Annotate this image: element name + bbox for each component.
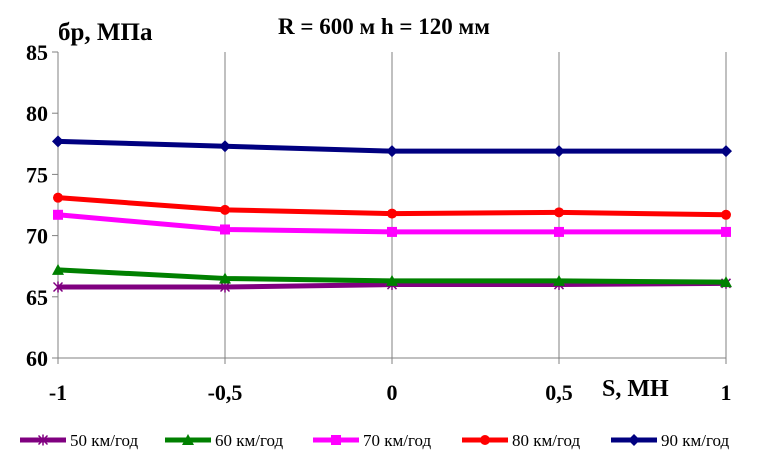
x-axis-ticks: -1 -0,5 0 0,5 1: [49, 358, 732, 405]
x-tick-label: -1: [49, 380, 67, 405]
legend-item: 60 км/год: [165, 431, 284, 450]
legend-item: 70 км/год: [313, 431, 432, 450]
data-point: [554, 226, 564, 237]
y-tick-label: 85: [26, 40, 48, 65]
grid-lines: [224, 52, 727, 358]
y-axis-label: бр, МПа: [58, 19, 153, 46]
y-tick-label: 70: [26, 224, 48, 249]
data-point: [553, 145, 565, 158]
data-point: [219, 140, 231, 153]
legend: 50 км/год 60 км/год 70 км/год 80 км/год 90 к…: [20, 431, 730, 450]
y-tick-label: 75: [26, 162, 48, 187]
series-group: [52, 135, 732, 293]
x-tick-label: 0,5: [545, 380, 573, 405]
legend-swatch-marker: [37, 434, 49, 446]
y-axis-ticks: 60 65 70 75 80 85: [26, 40, 58, 371]
legend-label: 70 км/год: [363, 431, 432, 450]
data-point: [721, 209, 731, 220]
data-point: [52, 135, 64, 148]
legend-label: 50 км/год: [70, 431, 139, 450]
legend-item: 50 км/год: [20, 431, 139, 450]
data-point: [220, 204, 230, 215]
data-point: [220, 224, 230, 235]
legend-label: 90 км/год: [661, 431, 730, 450]
data-point: [387, 208, 397, 219]
x-tick-label: 0: [387, 380, 398, 405]
data-point: [721, 226, 731, 237]
legend-swatch-marker: [480, 435, 490, 445]
data-point: [386, 145, 398, 158]
series-3: [53, 192, 731, 220]
data-point: [53, 209, 63, 220]
legend-swatch-marker: [182, 434, 194, 445]
data-point: [52, 281, 64, 293]
data-point: [219, 272, 231, 284]
data-point: [52, 263, 64, 275]
data-point: [387, 226, 397, 237]
data-point: [720, 276, 732, 288]
x-axis-label: S, МН: [602, 376, 669, 402]
data-point: [720, 145, 732, 158]
data-point: [553, 274, 565, 286]
legend-swatch-marker: [331, 435, 341, 445]
y-tick-label: 80: [26, 101, 48, 126]
y-tick-label: 65: [26, 285, 48, 310]
data-point: [53, 192, 63, 203]
x-tick-label: -0,5: [208, 380, 243, 405]
series-1: [52, 263, 732, 288]
legend-label: 60 км/год: [215, 431, 284, 450]
data-point: [386, 274, 398, 286]
series-2: [53, 209, 731, 237]
y-tick-label: 60: [26, 346, 48, 371]
legend-swatch-marker: [628, 434, 640, 446]
series-4: [52, 135, 732, 158]
legend-item: 80 км/год: [462, 431, 581, 450]
legend-item: 90 км/год: [611, 431, 730, 450]
data-point: [554, 207, 564, 218]
x-tick-label: 1: [721, 380, 732, 405]
chart-title: R = 600 м h = 120 мм: [278, 14, 490, 39]
legend-label: 80 км/год: [512, 431, 581, 450]
